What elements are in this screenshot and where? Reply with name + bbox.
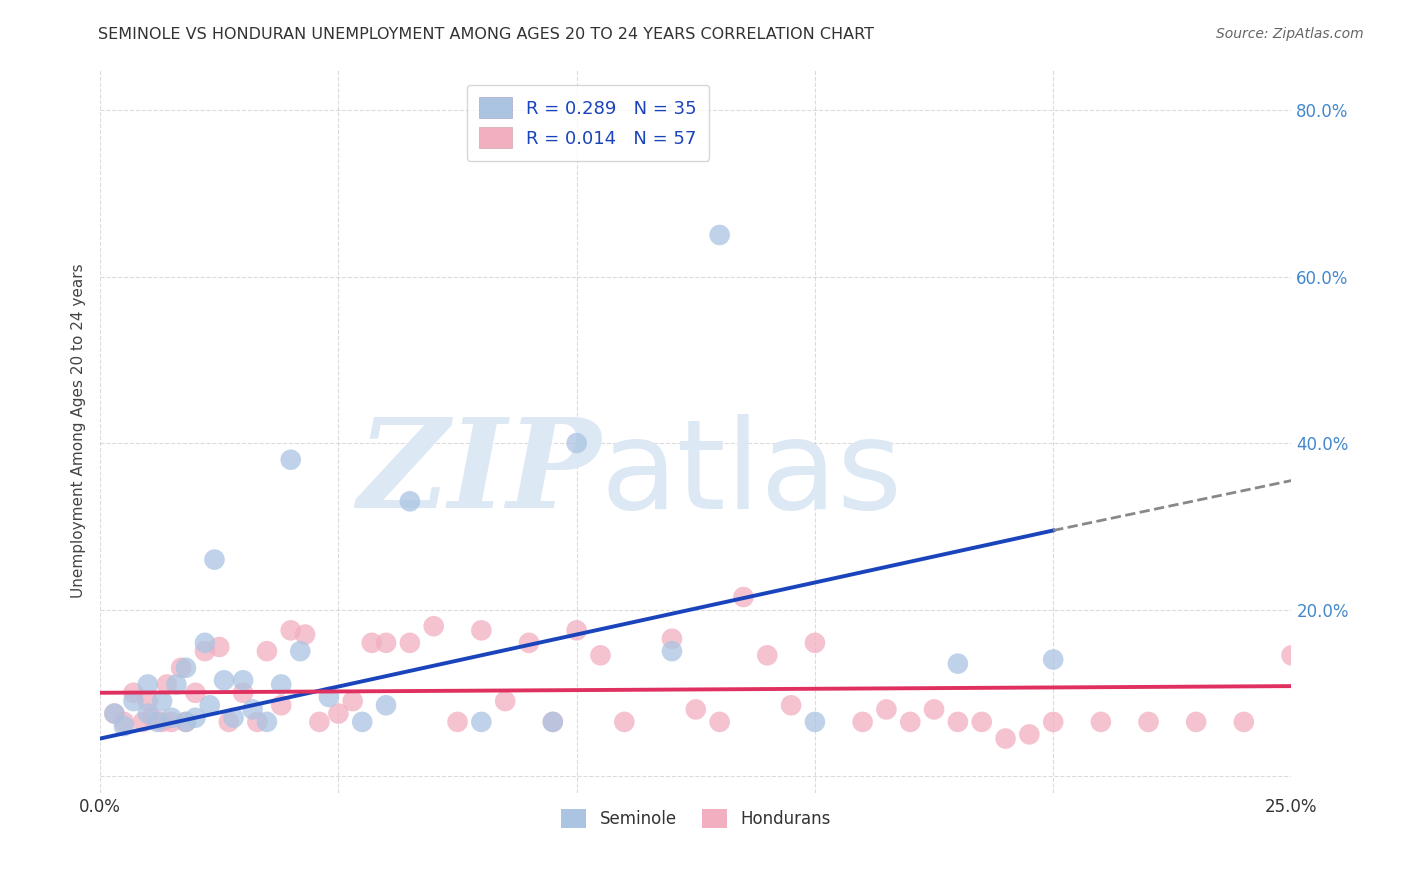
Point [174, 714, 197, 729]
Point [165, 677, 187, 691]
Point [804, 714, 827, 729]
Point [174, 714, 197, 729]
Point [150, 714, 173, 729]
Point [375, 698, 398, 713]
Point [565, 436, 588, 450]
Point [780, 698, 803, 713]
Point [360, 636, 382, 650]
Point [709, 227, 731, 242]
Point [136, 677, 159, 691]
Point [156, 677, 179, 691]
Point [494, 694, 516, 708]
Point [246, 714, 269, 729]
Point [170, 661, 193, 675]
Point [375, 636, 398, 650]
Text: SEMINOLE VS HONDURAN UNEMPLOYMENT AMONG AGES 20 TO 24 YEARS CORRELATION CHART: SEMINOLE VS HONDURAN UNEMPLOYMENT AMONG … [98, 27, 875, 42]
Point [256, 644, 278, 658]
Point [804, 636, 827, 650]
Point [1137, 714, 1160, 729]
Point [898, 714, 921, 729]
Point [1281, 648, 1303, 663]
Point [150, 694, 173, 708]
Point [733, 590, 755, 604]
Point [399, 636, 422, 650]
Text: ZIP: ZIP [357, 413, 600, 535]
Point [256, 714, 278, 729]
Point [294, 627, 316, 641]
Point [470, 714, 492, 729]
Point [1042, 714, 1064, 729]
Point [212, 673, 235, 688]
Point [565, 624, 588, 638]
Point [232, 673, 254, 688]
Point [756, 648, 779, 663]
Point [1042, 652, 1064, 666]
Point [541, 714, 564, 729]
Point [970, 714, 993, 729]
Point [232, 686, 254, 700]
Point [218, 714, 240, 729]
Point [661, 644, 683, 658]
Point [352, 714, 374, 729]
Point [318, 690, 340, 704]
Point [851, 714, 873, 729]
Point [613, 714, 636, 729]
Legend: Seminole, Hondurans: Seminole, Hondurans [554, 803, 837, 835]
Point [141, 711, 163, 725]
Point [174, 661, 197, 675]
Point [194, 636, 217, 650]
Point [198, 698, 221, 713]
Point [994, 731, 1017, 746]
Point [184, 711, 207, 725]
Point [280, 452, 302, 467]
Point [290, 644, 312, 658]
Point [541, 714, 564, 729]
Point [160, 711, 183, 725]
Point [328, 706, 350, 721]
Point [112, 719, 135, 733]
Point [112, 714, 135, 729]
Point [1018, 727, 1040, 741]
Point [222, 711, 245, 725]
Point [446, 714, 468, 729]
Point [946, 714, 969, 729]
Point [122, 694, 145, 708]
Point [132, 714, 155, 729]
Point [308, 714, 330, 729]
Point [270, 677, 292, 691]
Point [709, 714, 731, 729]
Point [103, 706, 125, 721]
Point [208, 640, 231, 654]
Point [204, 552, 226, 566]
Point [103, 706, 125, 721]
Point [184, 686, 207, 700]
Point [1185, 714, 1208, 729]
Text: Source: ZipAtlas.com: Source: ZipAtlas.com [1216, 27, 1364, 41]
Point [242, 702, 264, 716]
Point [922, 702, 945, 716]
Point [122, 686, 145, 700]
Point [946, 657, 969, 671]
Point [270, 698, 292, 713]
Y-axis label: Unemployment Among Ages 20 to 24 years: Unemployment Among Ages 20 to 24 years [72, 263, 86, 598]
Point [661, 632, 683, 646]
Point [136, 694, 159, 708]
Point [160, 714, 183, 729]
Point [875, 702, 897, 716]
Point [1090, 714, 1112, 729]
Point [194, 644, 217, 658]
Point [589, 648, 612, 663]
Point [136, 706, 159, 721]
Point [517, 636, 540, 650]
Text: atlas: atlas [600, 414, 903, 534]
Point [399, 494, 422, 508]
Point [685, 702, 707, 716]
Point [422, 619, 444, 633]
Point [470, 624, 492, 638]
Point [342, 694, 364, 708]
Point [146, 714, 169, 729]
Point [280, 624, 302, 638]
Point [1233, 714, 1256, 729]
